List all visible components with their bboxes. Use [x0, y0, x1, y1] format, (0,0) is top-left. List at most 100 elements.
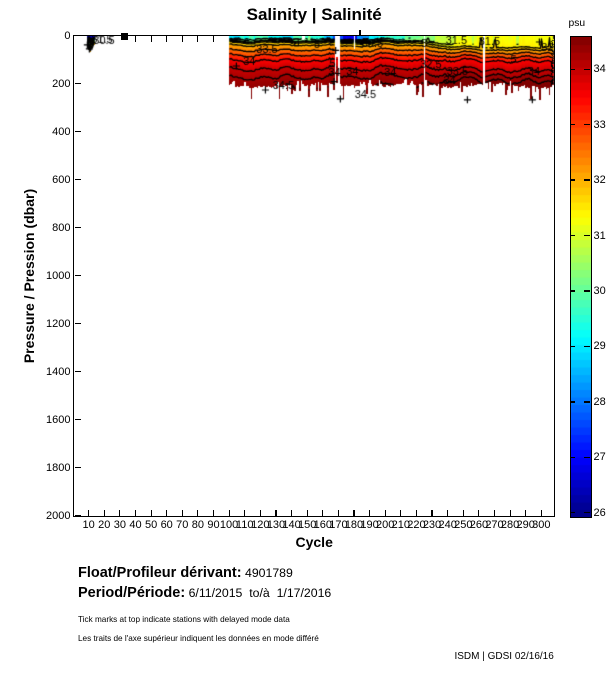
colorbar-tick-label: 31 [593, 229, 606, 242]
colorbar-tick-label: 30 [593, 285, 606, 297]
x-tick-label: 70 [176, 518, 189, 531]
x-tick-label: 170 [329, 518, 348, 531]
x-tick [322, 510, 324, 516]
period-value: 6/11/2015 to/à 1/17/2016 [188, 585, 332, 600]
x-tick-label: 140 [282, 518, 301, 531]
x-tick [493, 510, 496, 516]
x-tick [540, 510, 542, 516]
colorbar-tick [569, 401, 575, 403]
x-tick-label: 260 [469, 518, 489, 531]
x-tick-label: 190 [360, 518, 379, 531]
x-tick [291, 510, 293, 516]
y-tick [74, 35, 81, 37]
colorbar-tick [584, 290, 590, 292]
x-tick-label: 250 [454, 518, 473, 531]
x-tick [228, 510, 230, 516]
colorbar-tick [584, 401, 590, 403]
y-tick [74, 83, 81, 85]
x-tick-label: 220 [407, 518, 426, 531]
colorbar [569, 36, 592, 518]
y-tick-label: 2000 [46, 510, 71, 522]
note-french: Les traits de l'axe supérieur indiquent … [78, 634, 319, 644]
x-tick [197, 510, 199, 516]
float-id-value: 4901789 [244, 565, 293, 580]
x-tick [275, 510, 277, 516]
x-tick-label: 240 [438, 518, 457, 531]
period-line: Period/Période: 6/11/2015 to/à 1/17/2016 [78, 585, 331, 601]
x-tick-label: 10 [82, 518, 95, 531]
x-tick [384, 510, 386, 516]
y-tick [74, 131, 81, 133]
x-tick-label: 150 [298, 518, 317, 531]
float-id-line: Float/Profileur dérivant: 4901789 [78, 565, 293, 581]
x-tick-label: 90 [207, 518, 220, 531]
x-tick [134, 510, 137, 516]
x-tick-label: 120 [251, 518, 270, 531]
y-tick-label: 1200 [46, 318, 71, 330]
colorbar-tick [569, 68, 575, 70]
colorbar-tick [569, 511, 575, 514]
x-tick [181, 510, 183, 516]
float-id-label: Float/Profileur dérivant: [78, 564, 242, 581]
y-tick-label: 200 [52, 78, 71, 90]
x-tick-label: 30 [113, 518, 127, 531]
x-tick [212, 510, 215, 516]
x-tick [353, 510, 355, 516]
credit-line: ISDM | GDSI 02/16/16 [454, 651, 554, 663]
x-tick-label: 180 [344, 518, 364, 531]
colorbar-tick [569, 234, 575, 237]
salinity-contour-canvas [74, 36, 555, 517]
y-tick-label: 400 [52, 126, 71, 138]
axes-box [73, 34, 556, 518]
x-tick-label: 290 [516, 518, 535, 531]
y-tick-label: 800 [52, 222, 71, 234]
x-tick [509, 510, 511, 516]
x-tick [462, 510, 464, 516]
x-tick-label: 230 [422, 518, 442, 531]
colorbar-tick-label: 34 [593, 63, 606, 76]
colorbar-tick [584, 234, 590, 237]
x-tick-label: 20 [98, 518, 111, 531]
x-tick-label: 110 [235, 518, 254, 531]
x-tick [166, 510, 168, 516]
colorbar-tick-label: 28 [593, 395, 606, 408]
top-tick [181, 36, 183, 42]
x-tick-label: 270 [485, 518, 504, 531]
colorbar-tick-label: 29 [593, 340, 606, 353]
x-tick-label: 210 [391, 518, 410, 531]
x-tick [525, 510, 527, 516]
chart-title: Salinity | Salinité [246, 5, 382, 24]
period-label: Period/Période: [78, 584, 186, 601]
x-tick [119, 510, 121, 516]
y-tick [74, 371, 81, 373]
x-tick-label: 280 [500, 518, 520, 531]
top-tick [212, 36, 215, 42]
x-tick-label: 200 [376, 518, 395, 531]
x-tick [306, 510, 308, 516]
x-tick [259, 510, 261, 516]
colorbar-tick-label: 32 [593, 174, 606, 187]
colorbar-tick [584, 511, 590, 514]
x-tick-label: 100 [219, 518, 239, 531]
x-tick [431, 510, 433, 516]
x-tick [103, 510, 105, 516]
colorbar-tick [584, 345, 590, 348]
colorbar-tick-label: 26 [593, 506, 606, 519]
colorbar-tick [584, 179, 590, 181]
x-tick [400, 510, 402, 516]
top-tick [134, 36, 137, 42]
y-tick [74, 179, 81, 181]
x-tick-label: 50 [144, 518, 158, 531]
x-tick-label: 60 [160, 518, 173, 531]
top-tick [150, 36, 152, 42]
y-tick [74, 323, 81, 325]
y-tick-label: 1800 [46, 462, 71, 474]
colorbar-tick-label: 27 [593, 451, 606, 464]
y-tick [74, 419, 81, 421]
top-tick [197, 36, 199, 42]
y-tick [74, 275, 81, 277]
y-tick [74, 467, 81, 469]
note-english: Tick marks at top indicate stations with… [78, 614, 290, 624]
colorbar-tick [569, 345, 575, 348]
